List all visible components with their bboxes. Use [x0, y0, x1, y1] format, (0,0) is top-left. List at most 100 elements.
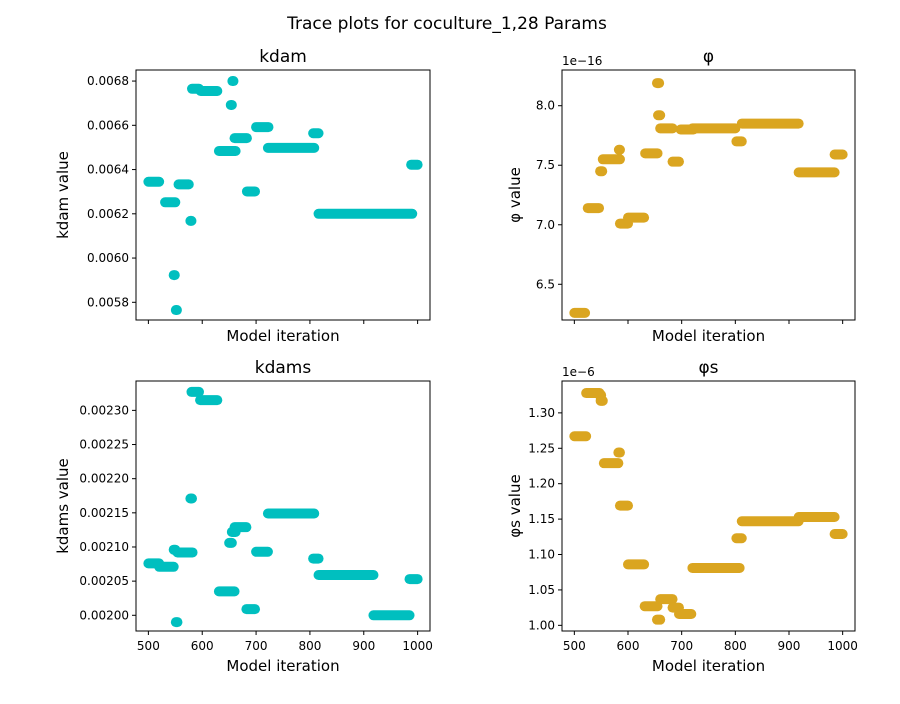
data-point-run — [308, 128, 324, 139]
y-tick-label: 0.00205 — [79, 574, 129, 588]
y-tick-label: 1.05 — [528, 583, 555, 597]
y-tick-label: 1.15 — [528, 512, 555, 526]
y-tick-label: 0.00230 — [79, 403, 129, 417]
x-tick-label: 500 — [137, 639, 160, 653]
y-tick-label: 1.00 — [528, 618, 555, 632]
subplot-title: kdam — [259, 47, 307, 67]
data-point-run — [225, 99, 237, 110]
data-point-run — [595, 166, 608, 177]
subplot-0: 0.0058 0.0060 0.0062 0.0064 0.0066 0.0068 kdam… — [54, 47, 431, 345]
subplot-1: 6.5 7.0 7.5 8.0 φ Model iteration φ value 1e−16 — [506, 47, 856, 345]
y-tick-label: 0.00220 — [79, 472, 129, 486]
x-axis-label: Model iteration — [652, 327, 765, 345]
data-point-run — [640, 148, 663, 159]
data-point-run — [793, 511, 840, 522]
data-point-run — [172, 547, 198, 558]
x-tick-label: 700 — [670, 639, 693, 653]
y-tick-label: 1.10 — [528, 548, 555, 562]
y-tick-label: 8.0 — [536, 99, 555, 113]
data-point-run — [186, 386, 204, 397]
data-point-run — [241, 186, 260, 197]
subplot-title: kdams — [255, 358, 312, 378]
y-tick-label: 7.0 — [536, 218, 555, 232]
axis-offset-text: 1e−6 — [562, 365, 595, 379]
data-point-run — [229, 133, 252, 144]
data-point-run — [569, 307, 591, 318]
data-point-run — [173, 179, 194, 190]
subplot-2: 500 600 700 800 900 1000 0.00200 0.00205 0.00210… — [54, 358, 433, 675]
axes-frame — [135, 69, 431, 321]
data-point-run — [582, 203, 605, 214]
data-point-run — [143, 176, 165, 187]
y-tick-label: 0.0060 — [87, 251, 129, 265]
y-tick-label: 1.30 — [528, 406, 555, 420]
data-point-run — [687, 562, 745, 573]
axes-frame — [561, 69, 856, 321]
data-point-run — [651, 78, 665, 89]
data-point-run — [168, 270, 180, 281]
subplot-title: φ — [703, 47, 714, 67]
data-point-run — [731, 136, 747, 147]
data-point-run — [673, 609, 697, 620]
data-point-run — [251, 122, 274, 133]
data-point-run — [170, 305, 182, 316]
data-point-run — [731, 533, 747, 544]
x-tick-label: 600 — [191, 639, 214, 653]
data-point-run — [251, 546, 273, 557]
data-point-run — [262, 142, 320, 153]
data-point-run — [623, 212, 650, 223]
figure-suptitle: Trace plots for coculture_1,28 Params — [286, 14, 607, 34]
data-point-run — [614, 500, 634, 511]
x-tick-label: 600 — [617, 639, 640, 653]
axes-frame — [135, 380, 431, 632]
data-point-run — [829, 149, 848, 160]
data-point-run — [195, 395, 223, 406]
data-point-run — [313, 569, 379, 580]
data-point-run — [595, 395, 608, 406]
data-point-run — [185, 215, 197, 226]
data-point-run — [213, 145, 241, 156]
data-point-run — [687, 123, 741, 134]
data-point-run — [655, 594, 678, 605]
data-point-run — [667, 156, 684, 167]
data-point-run — [308, 553, 324, 564]
x-tick-label: 800 — [298, 639, 321, 653]
x-tick-label: 1000 — [402, 639, 433, 653]
y-tick-label: 0.0064 — [87, 163, 129, 177]
y-tick-label: 0.00210 — [79, 540, 129, 554]
axis-offset-text: 1e−16 — [562, 54, 602, 68]
y-tick-label: 6.5 — [536, 277, 555, 291]
data-point-run — [224, 537, 237, 548]
data-point-run — [829, 528, 848, 539]
data-point-run — [241, 604, 260, 615]
y-axis-label: kdams value — [54, 458, 72, 554]
y-axis-label: φs value — [506, 474, 524, 537]
x-axis-label: Model iteration — [226, 327, 339, 345]
x-tick-label: 1000 — [827, 639, 858, 653]
data-point-run — [651, 614, 666, 625]
data-point-run — [368, 610, 415, 621]
data-point-run — [170, 617, 183, 628]
data-point-run — [160, 197, 181, 208]
data-point-run — [736, 118, 804, 129]
data-point-run — [653, 110, 666, 121]
data-point-run — [227, 76, 239, 87]
data-point-run — [613, 447, 625, 458]
y-tick-label: 0.0062 — [87, 207, 129, 221]
data-point-run — [154, 561, 179, 572]
data-point-run — [613, 144, 625, 155]
data-point-run — [598, 458, 624, 469]
y-tick-label: 0.0068 — [87, 74, 129, 88]
data-point-run — [229, 522, 252, 533]
y-tick-label: 0.0066 — [87, 118, 129, 132]
y-axis-label: φ value — [506, 167, 524, 223]
data-point-run — [313, 208, 418, 219]
data-point-run — [195, 86, 223, 97]
y-axis-label: kdam value — [54, 151, 72, 239]
data-point-run — [569, 431, 592, 442]
x-tick-label: 500 — [563, 639, 586, 653]
x-tick-label: 700 — [245, 639, 268, 653]
data-point-run — [639, 601, 663, 612]
subplot-3: 500 600 700 800 900 1000 1.00 1.05 1.10 1.15 1.20 1… — [506, 358, 858, 675]
